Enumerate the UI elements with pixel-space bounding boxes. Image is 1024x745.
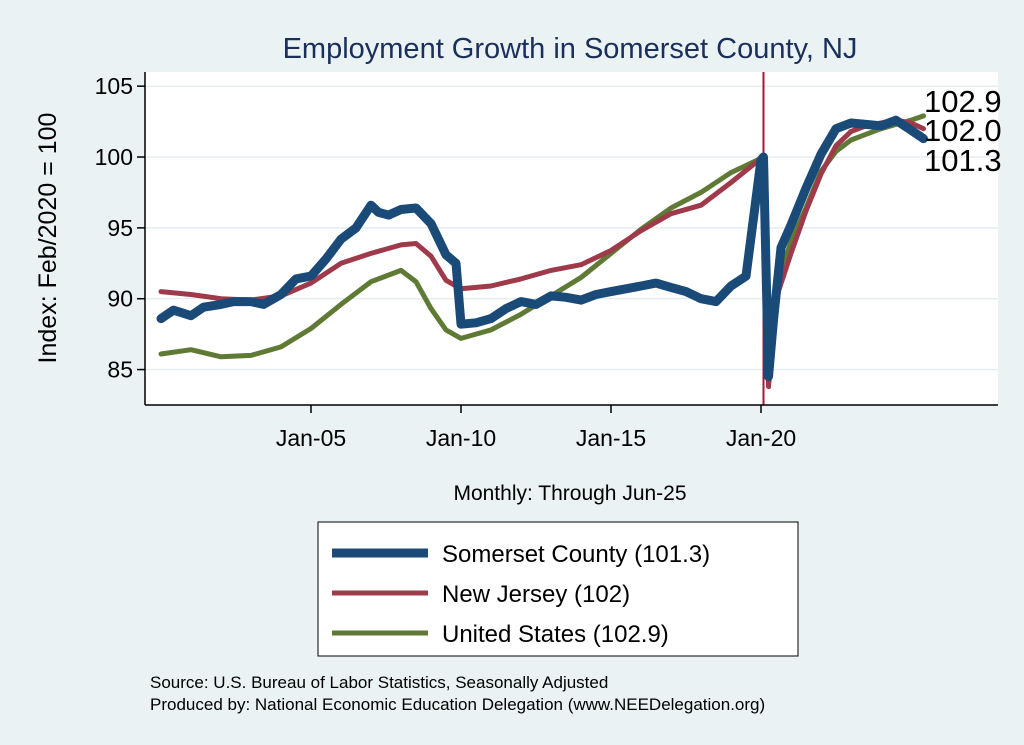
source-line: Source: U.S. Bureau of Labor Statistics,… [150, 673, 608, 692]
x-tick-label: Jan-15 [576, 425, 646, 451]
y-tick-label: 105 [95, 73, 133, 99]
y-ticks: 85 90 95 100 105 [95, 73, 145, 383]
x-tick-label: Jan-05 [276, 425, 346, 451]
y-axis-label: Index: Feb/2020 = 100 [34, 113, 62, 364]
end-label: 102.0 [924, 113, 1002, 148]
legend-label: Somerset County (101.3) [442, 541, 710, 568]
produced-by-line: Produced by: National Economic Education… [150, 695, 765, 714]
series-line-1 [156, 115, 928, 382]
end-label: 101.3 [924, 143, 1002, 178]
legend: Somerset County (101.3) New Jersey (102) U… [332, 541, 710, 648]
x-ticks: Jan-05 Jan-10 Jan-15 Jan-20 [276, 405, 796, 451]
end-label: 102.9 [924, 84, 1002, 119]
x-axis-label: Monthly: Through Jun-25 [453, 482, 686, 505]
y-tick-label: 90 [107, 286, 133, 312]
series-lines [156, 113, 928, 390]
chart-title: Employment Growth in Somerset County, NJ [283, 33, 858, 65]
x-tick-label: Jan-20 [726, 425, 796, 451]
y-tick-label: 100 [95, 144, 133, 170]
series-line-2 [158, 117, 926, 390]
y-tick-label: 85 [107, 357, 133, 383]
y-tick-label: 95 [107, 215, 133, 241]
legend-label: New Jersey (102) [442, 581, 630, 608]
legend-label: United States (102.9) [442, 621, 669, 648]
x-tick-label: Jan-10 [426, 425, 496, 451]
